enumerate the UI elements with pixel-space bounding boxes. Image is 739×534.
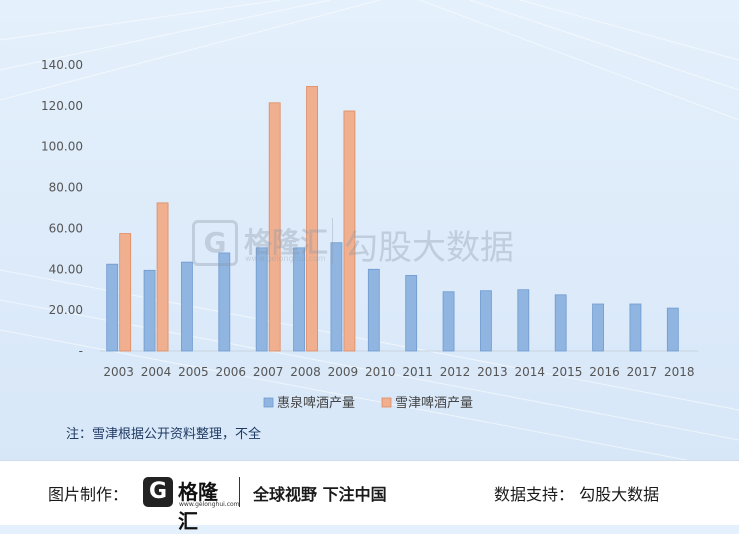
y-tick-label: 20.00 bbox=[49, 303, 83, 317]
x-tick-label: 2003 bbox=[103, 365, 134, 379]
watermark-name: 勾股大数据 bbox=[344, 228, 514, 268]
x-tick-label: 2016 bbox=[589, 365, 620, 379]
bar-chart: -20.0040.0060.0080.00100.00120.00140.00 … bbox=[41, 58, 698, 411]
y-axis: - 20.00 40.00 60.00 80.00 100.00 120.00 140.00 bbox=[41, 58, 83, 358]
bar-huiquan-2016 bbox=[592, 303, 604, 352]
bar-huiquan-2003 bbox=[106, 263, 119, 352]
y-tick-label: 80.00 bbox=[49, 181, 83, 195]
x-tick-label: 2013 bbox=[477, 365, 508, 379]
legend-swatch bbox=[263, 397, 274, 408]
bar-huiquan-2004 bbox=[143, 269, 156, 352]
footer-slogan: 全球视野 下注中国 bbox=[253, 485, 387, 504]
bar-xuejin-2004 bbox=[156, 202, 169, 352]
bar-huiquan-2014 bbox=[517, 289, 530, 352]
bar-huiquan-2009 bbox=[330, 242, 343, 352]
made-by-label: 图片制作： bbox=[48, 485, 129, 504]
bar-huiquan-2007 bbox=[255, 247, 268, 352]
x-tick-label: 2015 bbox=[552, 365, 583, 379]
bar-huiquan-2005 bbox=[181, 261, 193, 352]
bar-huiquan-2008 bbox=[293, 247, 305, 352]
legend: 惠泉啤酒产量 雪津啤酒产量 bbox=[263, 395, 473, 411]
watermark-url: www.gelonghui.com bbox=[245, 254, 326, 263]
bars bbox=[106, 86, 679, 352]
x-tick-label: 2005 bbox=[178, 365, 209, 379]
y-tick-label: 100.00 bbox=[41, 140, 83, 154]
legend-label: 雪津啤酒产量 bbox=[395, 396, 473, 411]
x-tick-label: 2008 bbox=[290, 365, 321, 379]
bar-huiquan-2010 bbox=[367, 268, 380, 352]
x-tick-label: 2007 bbox=[253, 365, 284, 379]
footer-logo: G 格隆汇 www.gelonghui.com bbox=[143, 474, 240, 533]
x-tick-label: 2018 bbox=[664, 365, 695, 379]
y-tick-label: 60.00 bbox=[49, 221, 83, 235]
bar-huiquan-2015 bbox=[554, 294, 567, 352]
watermark: G 格隆汇 www.gelonghui.com 勾股大数据 bbox=[192, 218, 562, 268]
footer-divider bbox=[239, 477, 240, 507]
bar-xuejin-2008 bbox=[306, 86, 318, 352]
legend-swatch bbox=[381, 397, 392, 408]
x-tick-label: 2012 bbox=[440, 365, 471, 379]
y-tick-label: 120.00 bbox=[41, 99, 83, 113]
watermark-divider bbox=[332, 218, 333, 264]
bar-xuejin-2003 bbox=[119, 233, 132, 352]
bar-xuejin-2007 bbox=[268, 102, 281, 352]
x-tick-label: 2010 bbox=[365, 365, 396, 379]
chart-note: 注：雪津根据公开资料整理，不全 bbox=[66, 427, 262, 442]
bar-huiquan-2018 bbox=[666, 307, 679, 352]
bar-huiquan-2013 bbox=[480, 290, 492, 352]
x-tick-label: 2014 bbox=[515, 365, 546, 379]
y-tick-label: 40.00 bbox=[49, 262, 83, 276]
x-tick-label: 2017 bbox=[627, 365, 658, 379]
y-tick-label: 140.00 bbox=[41, 58, 83, 72]
legend-label: 惠泉啤酒产量 bbox=[277, 395, 355, 411]
x-axis: 2003 2004 2005 2006 2007 2008 2009 2010 2011 2012… bbox=[103, 365, 694, 379]
bar-huiquan-2017 bbox=[629, 303, 642, 352]
watermark-logo-icon: G bbox=[192, 220, 238, 266]
data-support-label: 数据支持： 勾股大数据 bbox=[494, 485, 660, 504]
bar-huiquan-2012 bbox=[442, 291, 455, 352]
footer: 图片制作： G 格隆汇 www.gelonghui.com 全球视野 下注中国 … bbox=[0, 460, 739, 533]
bar-xuejin-2009 bbox=[343, 110, 356, 352]
x-tick-label: 2004 bbox=[141, 365, 172, 379]
y-tick-label: - bbox=[79, 344, 83, 358]
logo-g-icon: G bbox=[143, 477, 173, 507]
x-tick-label: 2006 bbox=[216, 365, 247, 379]
x-tick-label: 2011 bbox=[402, 365, 433, 379]
watermark-brand: 格隆汇 bbox=[244, 226, 329, 259]
bar-huiquan-2006 bbox=[218, 252, 231, 352]
logo-url: www.gelonghui.com bbox=[179, 501, 240, 508]
x-tick-label: 2009 bbox=[328, 365, 359, 379]
bar-huiquan-2011 bbox=[405, 275, 418, 352]
